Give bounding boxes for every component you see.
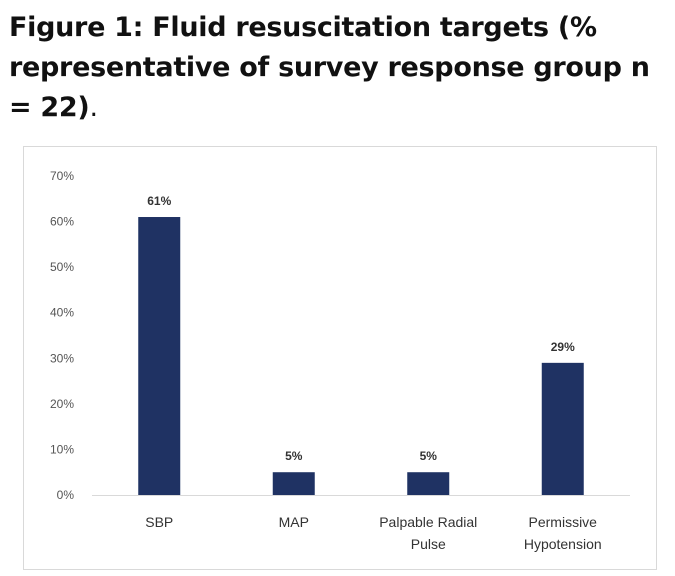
data-label: 5%	[420, 449, 438, 463]
bar	[272, 472, 315, 495]
chart-frame	[23, 146, 657, 570]
y-tick-label: 0%	[57, 488, 75, 502]
data-label: 61%	[147, 194, 171, 208]
category-label: Hypotension	[524, 536, 602, 552]
category-label: MAP	[279, 514, 309, 530]
y-tick-label: 20%	[50, 397, 74, 411]
y-tick-label: 10%	[50, 442, 74, 456]
y-tick-label: 30%	[50, 351, 74, 365]
data-label: 29%	[551, 340, 575, 354]
bar	[138, 217, 181, 495]
category-label: SBP	[145, 514, 173, 530]
y-tick-label: 70%	[50, 169, 74, 183]
bar	[407, 472, 450, 495]
caption-period: .	[89, 92, 98, 123]
y-tick-label: 60%	[50, 215, 74, 229]
data-label: 5%	[285, 449, 303, 463]
bar	[541, 362, 584, 495]
category-label: Pulse	[411, 536, 446, 552]
category-label: Permissive	[529, 514, 598, 530]
category-label: Palpable Radial	[379, 514, 477, 530]
caption-text: Figure 1: Fluid resuscitation targets (%…	[9, 12, 650, 123]
y-tick-label: 40%	[50, 306, 74, 320]
y-tick-label: 50%	[50, 260, 74, 274]
figure-caption: Figure 1: Fluid resuscitation targets (%…	[9, 8, 659, 128]
